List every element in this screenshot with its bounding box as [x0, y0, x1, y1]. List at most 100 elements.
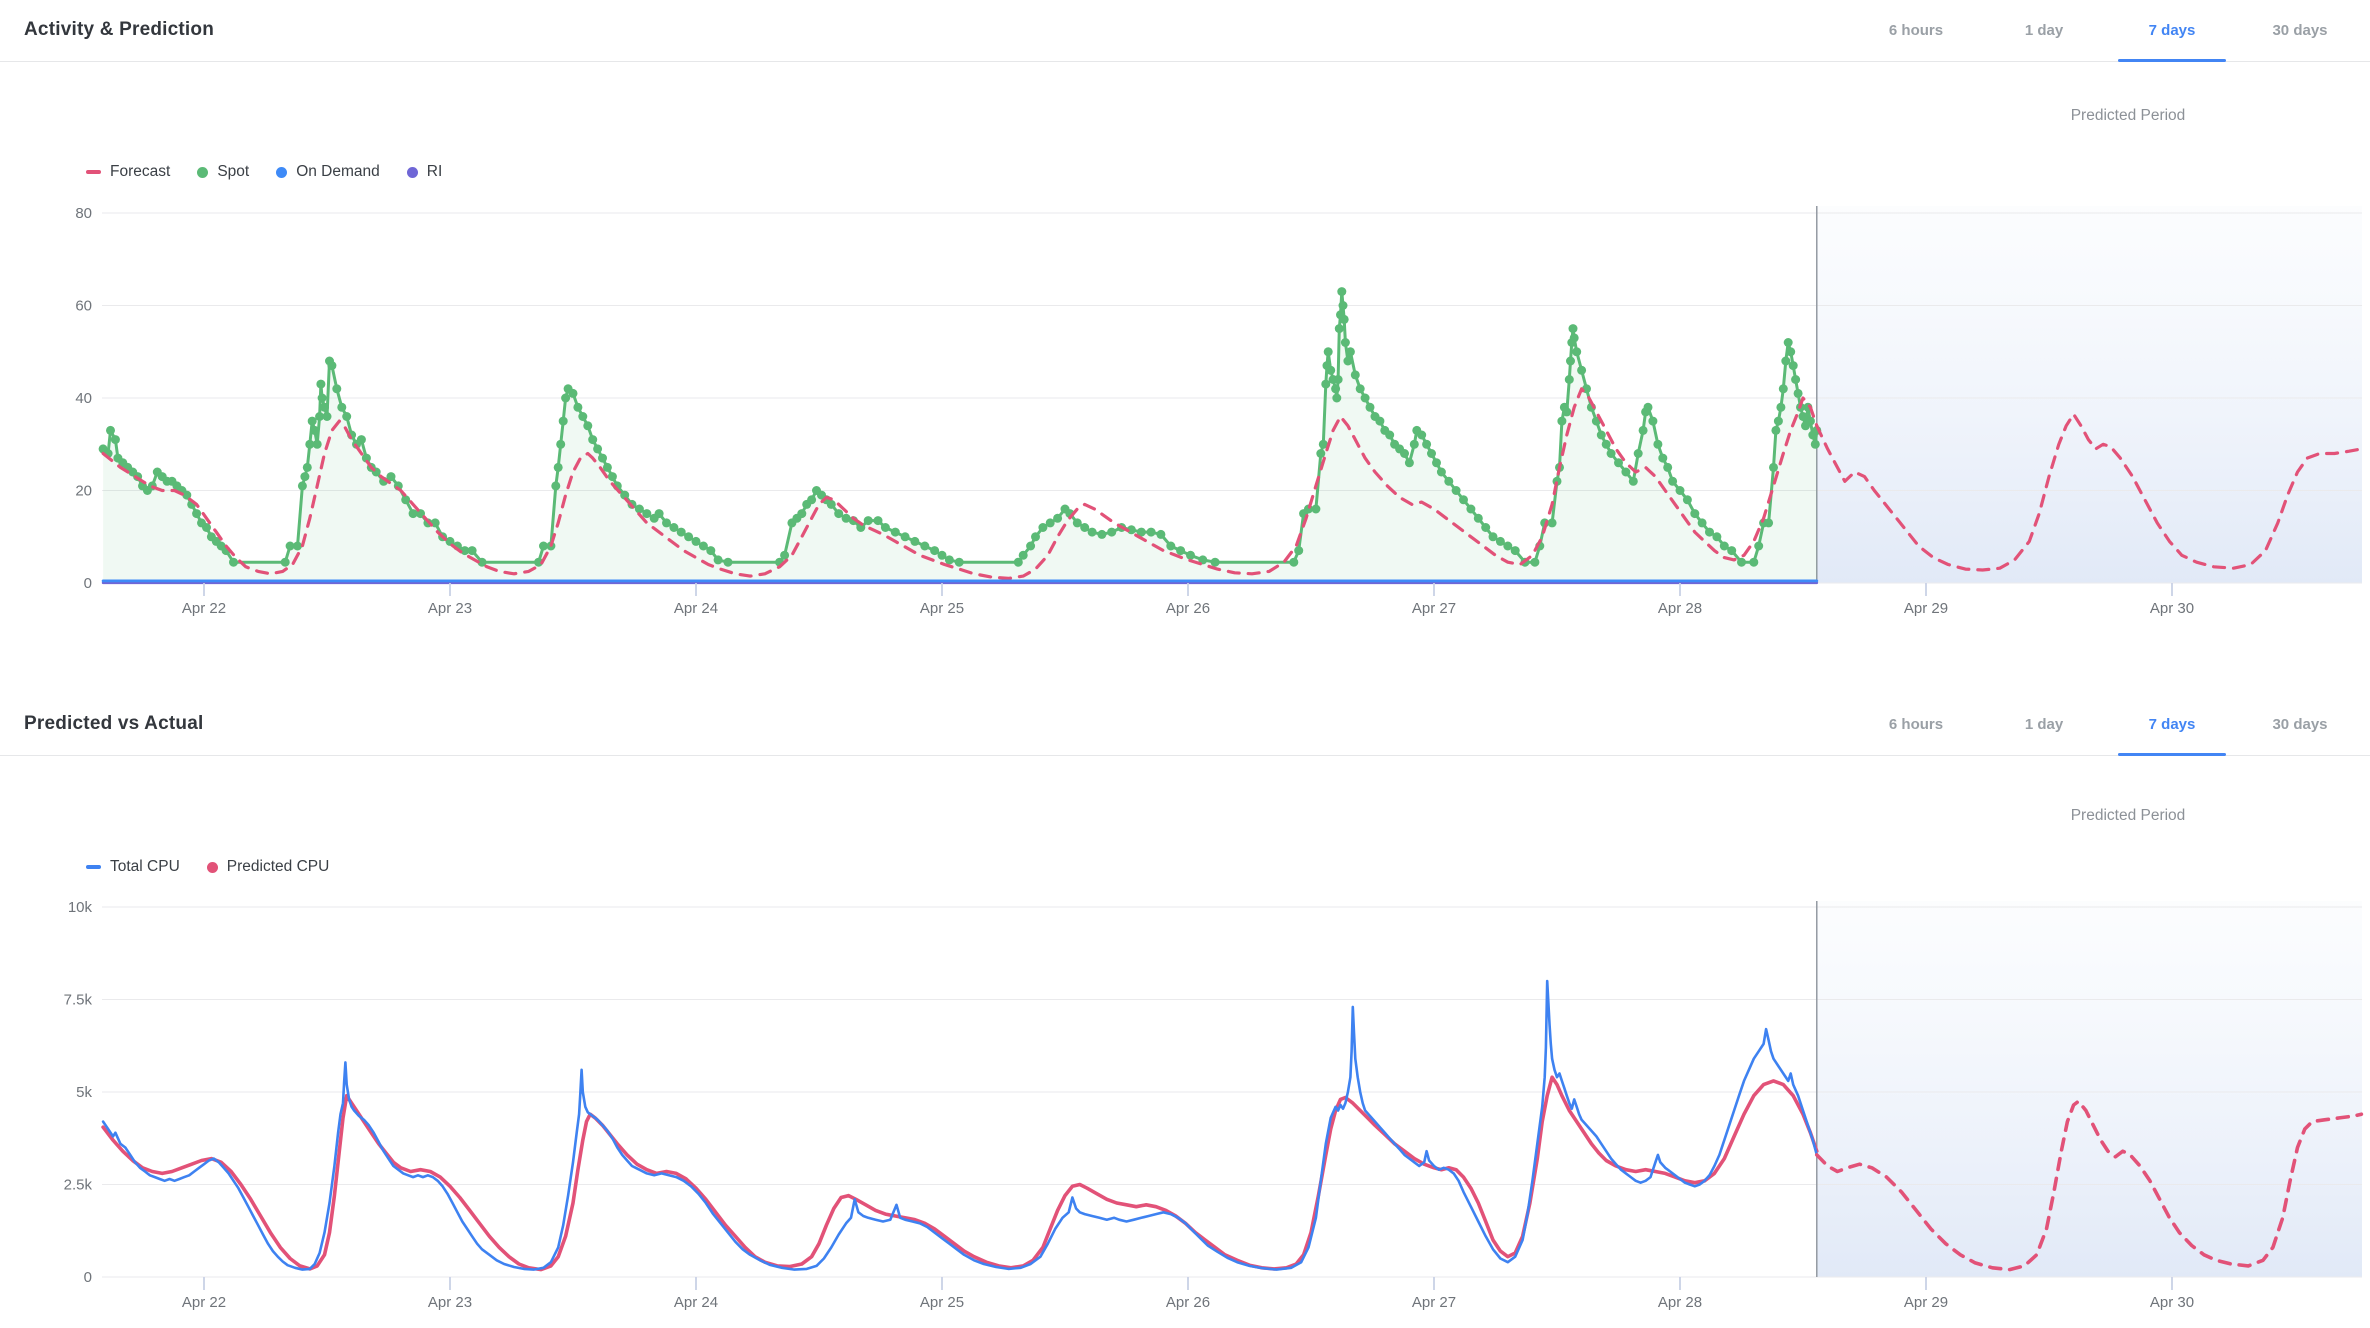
- data-point-marker: [1422, 439, 1432, 449]
- data-point-marker: [293, 541, 302, 551]
- data-point-marker: [1097, 529, 1107, 539]
- legend-item-spot[interactable]: Spot: [197, 163, 249, 181]
- legend-item-predicted-cpu[interactable]: Predicted CPU: [206, 858, 330, 876]
- series-line-forecast: [101, 387, 1819, 580]
- data-point-marker: [1289, 557, 1299, 567]
- data-point-marker: [337, 402, 347, 412]
- data-point-marker: [460, 546, 470, 556]
- tab-30-days[interactable]: 30 days: [2272, 22, 2328, 39]
- x-axis-tick-label: Apr 28: [1658, 600, 1702, 617]
- data-point-marker: [1562, 407, 1572, 417]
- legend-item-label: Predicted CPU: [226, 858, 330, 875]
- activity-prediction-chart[interactable]: 0 20 40 60 80 Apr 22 Apr 23 Apr 24 Apr 25 Apr 26 A…: [75, 205, 2363, 617]
- tab-1-day[interactable]: 1 day: [2024, 22, 2064, 39]
- data-point-marker: [807, 495, 817, 505]
- data-point-marker: [315, 412, 325, 421]
- data-point-marker: [1466, 504, 1476, 514]
- data-point-marker: [1340, 338, 1350, 347]
- data-point-marker: [1473, 513, 1483, 523]
- data-point-marker: [300, 472, 310, 482]
- data-point-marker: [669, 523, 679, 532]
- data-point-marker: [1417, 430, 1427, 440]
- tab-30-days[interactable]: 30 days: [2272, 716, 2328, 733]
- data-point-marker: [202, 523, 211, 532]
- data-point-marker: [607, 472, 617, 482]
- data-point-marker: [1176, 546, 1186, 556]
- data-point-marker: [954, 557, 964, 567]
- data-point-marker: [1210, 557, 1220, 567]
- legend-item-ri[interactable]: RI: [406, 163, 442, 181]
- data-point-marker: [1788, 361, 1798, 371]
- data-point-marker: [1569, 333, 1579, 343]
- data-point-marker: [780, 550, 790, 560]
- data-point-marker: [316, 379, 326, 389]
- data-point-marker: [1333, 375, 1343, 384]
- data-point-marker: [910, 536, 920, 546]
- data-point-marker: [302, 462, 312, 472]
- data-point-marker: [1355, 384, 1365, 394]
- data-point-marker: [312, 439, 322, 449]
- data-point-marker: [1791, 375, 1801, 384]
- legend-item-label: On Demand: [296, 163, 380, 180]
- data-point-marker: [676, 527, 686, 537]
- data-point-marker: [1754, 541, 1764, 551]
- page-title-activity: Activity & Prediction: [24, 19, 215, 40]
- data-point-marker: [307, 416, 317, 426]
- data-point-marker: [1737, 557, 1746, 567]
- data-point-marker: [1663, 462, 1673, 472]
- data-point-marker: [706, 546, 716, 556]
- data-point-marker: [1638, 425, 1648, 435]
- tab-7-days[interactable]: 7 days: [2108, 694, 2236, 756]
- data-point-marker: [1026, 541, 1036, 551]
- data-point-marker: [1568, 324, 1578, 334]
- data-point-marker: [826, 499, 836, 509]
- data-point-marker: [723, 557, 733, 567]
- data-point-marker: [1318, 439, 1328, 449]
- data-point-marker: [192, 509, 202, 519]
- data-point-marker: [1719, 541, 1729, 551]
- data-point-marker: [539, 541, 548, 551]
- legend-item-total-cpu[interactable]: Total CPU: [86, 858, 180, 876]
- data-point-marker: [1481, 523, 1491, 532]
- data-point-marker: [1343, 356, 1353, 366]
- data-point-marker: [1705, 527, 1714, 537]
- data-point-marker: [1773, 416, 1783, 426]
- legend-dot-icon: [197, 166, 209, 178]
- data-point-marker: [568, 388, 578, 398]
- legend-dot-icon: [276, 166, 288, 178]
- data-point-marker: [1712, 532, 1722, 542]
- data-point-marker: [1503, 541, 1513, 551]
- predicted-period-region: [1816, 206, 2362, 583]
- data-point-marker: [598, 453, 607, 463]
- legend-item-label: Total CPU: [110, 858, 180, 875]
- x-axis-tick-label: Apr 25: [920, 1294, 964, 1311]
- data-point-marker: [1648, 416, 1658, 426]
- data-point-marker: [553, 462, 563, 472]
- data-point-marker: [1136, 527, 1146, 537]
- data-point-marker: [1805, 416, 1815, 426]
- data-point-marker: [534, 557, 544, 567]
- data-point-marker: [620, 490, 630, 500]
- data-point-marker: [320, 402, 329, 412]
- data-point-marker: [356, 435, 366, 445]
- legend-item-forecast[interactable]: Forecast: [86, 163, 170, 181]
- predicted-vs-actual-chart[interactable]: 0 2.5k 5k 7.5k 10k Apr 22 Apr 23 Apr 24 Apr 25 Ap…: [64, 899, 2364, 1311]
- x-axis-tick-label: Apr 26: [1166, 600, 1210, 617]
- tab-6-hours[interactable]: 6 hours: [1888, 22, 1944, 39]
- legend-item-label: Forecast: [110, 163, 171, 180]
- data-point-marker: [361, 453, 371, 463]
- data-point-marker: [1400, 449, 1409, 458]
- data-point-marker: [1360, 393, 1370, 403]
- data-point-marker: [880, 523, 890, 532]
- x-axis-tick-label: Apr 27: [1412, 600, 1456, 617]
- x-axis-tick-label: Apr 23: [428, 1294, 472, 1311]
- data-point-marker: [1031, 532, 1040, 542]
- series-line-predicted-cpu: [101, 1075, 1819, 1272]
- data-point-marker: [1690, 509, 1700, 519]
- tab-1-day[interactable]: 1 day: [2024, 716, 2064, 733]
- tab-6-hours[interactable]: 6 hours: [1888, 716, 1944, 733]
- tab-7-days[interactable]: 7 days: [2108, 0, 2236, 62]
- legend-item-on-demand[interactable]: On Demand: [276, 163, 380, 181]
- data-point-marker: [1146, 527, 1156, 537]
